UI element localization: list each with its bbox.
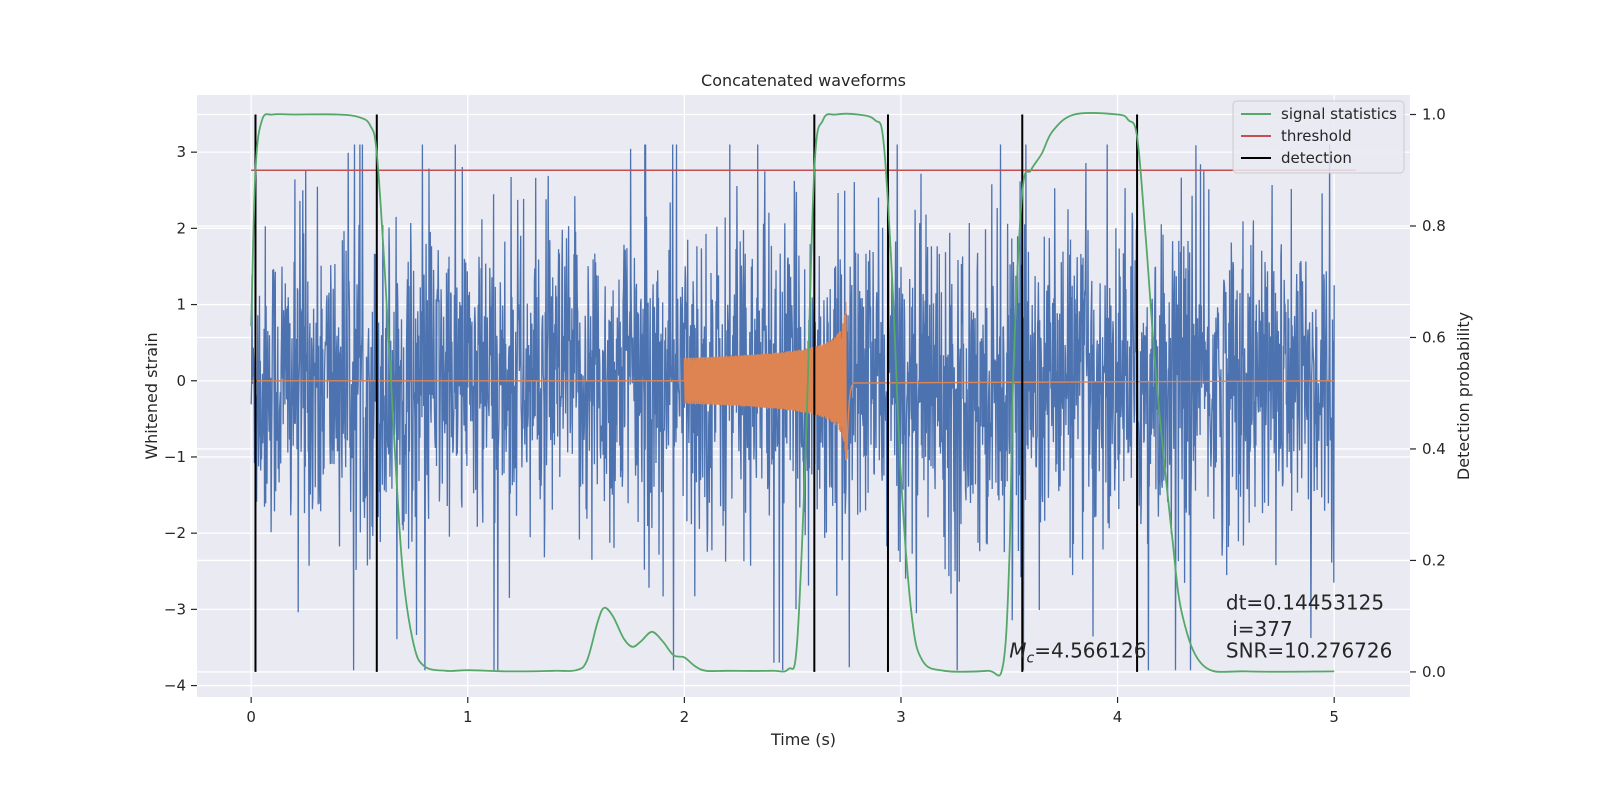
plot-area <box>250 112 1356 677</box>
x-tick-label: 5 <box>1329 708 1339 726</box>
y2-axis-label: Detection probability <box>1454 312 1473 480</box>
signal-statistics-series <box>250 112 1335 677</box>
annotation-text: dt=0.14453125 <box>1226 590 1384 614</box>
legend-label: signal statistics <box>1281 105 1397 123</box>
x-tick-label: 4 <box>1113 708 1123 726</box>
y-tick-label: 3 <box>176 143 186 161</box>
legend-box <box>1232 100 1405 174</box>
legend-label: threshold <box>1281 127 1352 145</box>
y-tick-label: 2 <box>176 219 186 237</box>
y2-tick-label: 0.4 <box>1422 440 1446 458</box>
y2-tick-label: 1.0 <box>1422 106 1446 124</box>
template-series <box>251 301 1335 461</box>
y-tick-label: 1 <box>176 296 186 314</box>
y-axis-label: Whitened strain <box>142 332 161 459</box>
x-tick-label: 0 <box>246 708 256 726</box>
chart-title: Concatenated waveforms <box>701 71 906 90</box>
annotation-text: Mc=4.566126 <box>1009 638 1146 666</box>
y2-tick-label: 0.0 <box>1422 663 1446 681</box>
x-tick-label: 1 <box>463 708 473 726</box>
detection-lines <box>254 114 1139 672</box>
x-tick-label: 3 <box>896 708 906 726</box>
y2-tick-label: 0.2 <box>1422 551 1446 569</box>
y-tick-label: 0 <box>176 372 186 390</box>
y2-tick-label: 0.6 <box>1422 328 1446 346</box>
x-tick-label: 2 <box>680 708 690 726</box>
y-tick-label: −1 <box>164 448 186 466</box>
legend-label: detection <box>1281 149 1352 167</box>
legend: signal statistics threshold detection <box>1232 100 1405 174</box>
annotation-text: SNR=10.276726 <box>1226 638 1392 662</box>
y2-tick-label: 0.8 <box>1422 217 1446 235</box>
y-tick-label: −2 <box>164 524 186 542</box>
axes: 0 1 2 3 4 5 −4 −3 −2 −1 0 1 2 3 0.0 0.2 0.4 0.6 0.8 1.0 <box>164 106 1446 726</box>
y-tick-label: −3 <box>164 600 186 618</box>
x-axis-label: Time (s) <box>770 730 836 749</box>
annotation-text: i=377 <box>1226 617 1293 641</box>
y-tick-label: −4 <box>164 677 186 695</box>
